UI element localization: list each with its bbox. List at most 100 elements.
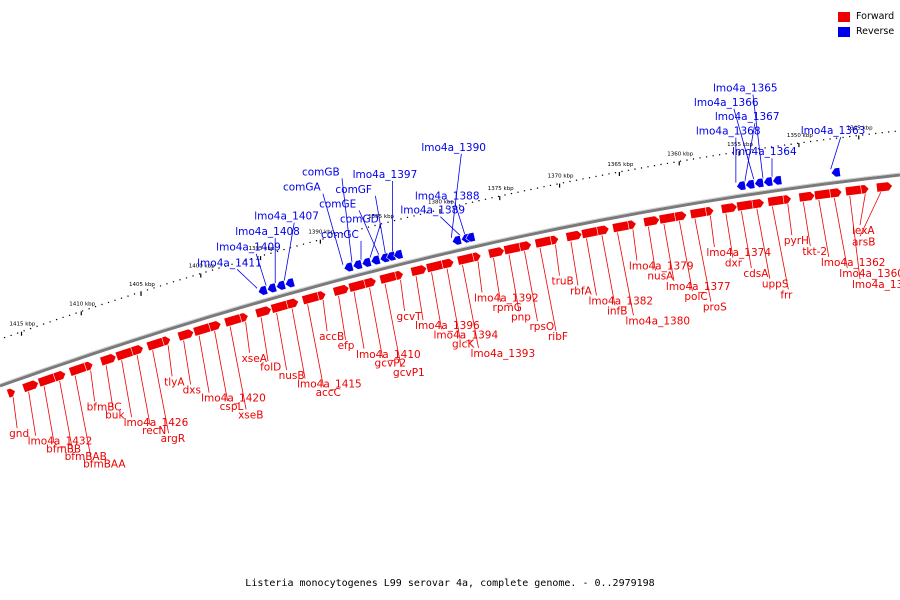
ruler-dot	[862, 134, 864, 136]
forward-gene-label: gnd	[9, 428, 29, 440]
reverse-gene-lmo4a_1366	[754, 177, 765, 188]
forward-gene-label: efp	[338, 340, 355, 352]
ruler-dot	[341, 233, 344, 235]
ruler-dot	[49, 321, 51, 323]
forward-leader-line	[859, 192, 882, 237]
forward-leader-line	[167, 345, 173, 377]
reverse-leader-line	[450, 153, 462, 238]
ruler-dot	[10, 334, 12, 337]
ruler-dot	[380, 223, 383, 225]
ruler-dot	[23, 330, 25, 332]
reverse-gene-label: lmo4a_1368	[696, 126, 761, 138]
forward-gene-rbfA	[565, 230, 583, 243]
forward-leader-line	[322, 299, 328, 332]
ruler-dot	[413, 215, 415, 217]
ruler-tick-label: 1385 kbp	[368, 214, 394, 220]
ruler-dot	[614, 172, 617, 174]
ruler-dot	[699, 157, 701, 159]
forward-gene-tkt-2	[798, 191, 816, 203]
forward-gene-label: accB	[319, 331, 344, 343]
ruler-dot	[718, 154, 721, 156]
ruler-dot	[322, 238, 324, 240]
reverse-gene-lmo4a_1367	[745, 179, 756, 190]
forward-gene-folD	[254, 305, 272, 319]
reverse-gene-lmo4a_1365	[763, 176, 774, 187]
forward-gene-accB	[316, 290, 327, 301]
ruler-dot	[875, 132, 877, 135]
reverse-gene-lmo4a_1364	[772, 175, 783, 186]
ruler-dot	[751, 149, 753, 151]
reverse-gene-lmo4a_1390	[451, 234, 463, 246]
forward-leader-line	[679, 221, 693, 292]
forward-gene-label: cdsA	[743, 268, 769, 280]
ruler-dot	[68, 314, 71, 316]
forward-leader-line	[353, 291, 365, 349]
reverse-gene-lmo4a_1411	[257, 284, 269, 296]
ruler-dot	[42, 323, 45, 325]
forward-gene-label: bfmBB	[46, 443, 81, 455]
reverse-leader-line	[358, 210, 380, 256]
forward-gene-label: lmo4a_1410	[356, 349, 421, 361]
ruler-dot	[666, 162, 669, 165]
scale-ruler: 1415 kbp 1410 kbp 1405 kbp 1400 kbp 1395 kbp…	[3, 125, 896, 339]
forward-gene-lexA	[860, 184, 870, 195]
ruler-tick-label: 1390 kbp	[308, 230, 334, 236]
forward-leader-line	[477, 261, 483, 293]
forward-gene-label: rpmG	[493, 302, 522, 314]
forward-gene-lmo4a_1432	[21, 379, 39, 393]
ruler-dot	[549, 184, 552, 187]
ruler-tick-label: 1360 kbp	[667, 151, 693, 157]
forward-leader-line	[493, 257, 501, 302]
reverse-gene-comGF	[386, 250, 397, 262]
forward-gene-lmo4a_1392	[471, 251, 482, 263]
forward-gene-bfmBC	[83, 361, 94, 372]
reverse-gene-label: lmo4a_1365	[713, 83, 778, 95]
forward-gene-label: recN	[142, 425, 166, 437]
forward-gene-label: lmo4a_1362	[821, 257, 886, 269]
ruler-dot	[16, 332, 19, 334]
forward-leader-line	[214, 330, 228, 402]
ruler-dot	[510, 192, 513, 195]
forward-gene-buk	[99, 353, 117, 367]
ruler-dot	[660, 163, 662, 166]
forward-gene-label: tlyA	[164, 376, 185, 388]
forward-leader-lines	[12, 192, 882, 459]
ruler-dot	[374, 224, 376, 227]
ruler-dot	[354, 229, 357, 232]
ruler-tick-label: 1355 kbp	[727, 142, 753, 148]
forward-gene-label: nusB	[279, 370, 305, 382]
ruler-dot	[302, 243, 305, 245]
forward-leader-line	[276, 312, 287, 370]
forward-gene-label: lmo4a_1380	[625, 315, 690, 327]
reverse-leader-line	[440, 216, 461, 237]
forward-gene-label: pyrH	[784, 235, 809, 247]
forward-gene-dxr	[720, 202, 738, 214]
ruler-dot	[367, 226, 370, 228]
forward-gene-label: rpsO	[529, 321, 554, 333]
forward-leader-line	[28, 391, 37, 436]
legend-reverse-label: Reverse	[856, 26, 895, 37]
ruler-dot	[400, 218, 402, 220]
forward-gene-arrows	[6, 181, 893, 399]
forward-leader-line	[446, 268, 461, 339]
ruler-dot	[159, 285, 162, 287]
ruler-dot	[829, 138, 831, 140]
reverse-leader-line	[830, 137, 842, 170]
reverse-gene-label: lmo4a_1389	[400, 205, 465, 217]
forward-gene-label: frr	[780, 289, 793, 301]
reverse-gene-label: lmo4a_1367	[715, 111, 780, 123]
ruler-dot	[283, 248, 285, 251]
ruler-dot	[211, 269, 214, 271]
reverse-gene-label: lmo4a_1390	[421, 142, 486, 154]
ruler-dot	[608, 173, 610, 175]
reverse-gene-lmo4a_1407	[284, 277, 296, 289]
forward-gene-label: pnp	[511, 312, 531, 324]
reverse-gene-comGD	[370, 254, 382, 266]
ruler-dot	[764, 147, 766, 149]
ruler-dot	[263, 254, 266, 256]
forward-gene-efp	[332, 284, 350, 297]
forward-gene-label: lmo4a_1396	[415, 320, 480, 332]
forward-gene-label: lmo4a_1420	[201, 393, 266, 405]
ruler-dot	[328, 236, 331, 238]
